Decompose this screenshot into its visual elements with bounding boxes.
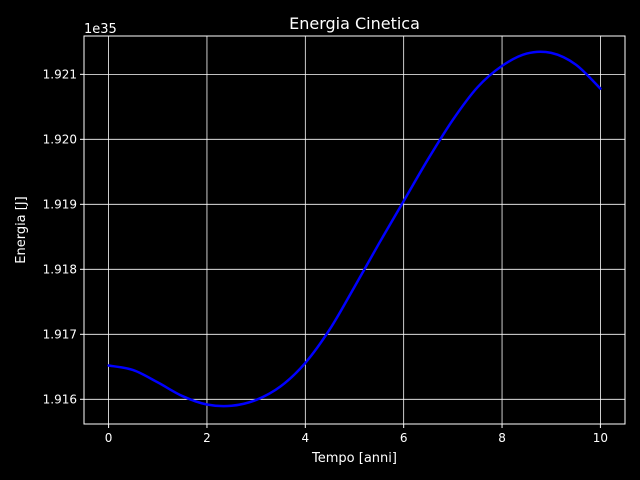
x-tick-label: 0 xyxy=(105,431,113,445)
y-tick-label: 1.919 xyxy=(43,197,77,211)
energy-series-line xyxy=(107,50,602,408)
series-layer xyxy=(107,50,602,408)
y-tick-label: 1.916 xyxy=(43,392,77,406)
y-tick-label: 1.921 xyxy=(43,67,77,81)
y-tick-label: 1.920 xyxy=(43,132,77,146)
x-tick-label: 6 xyxy=(400,431,408,445)
x-axis-ticks: 0 2 4 6 8 10 xyxy=(105,424,608,445)
chart-title: Energia Cinetica xyxy=(289,14,420,33)
x-tick-label: 2 xyxy=(203,431,211,445)
x-tick-label: 8 xyxy=(498,431,506,445)
y-tick-label: 1.917 xyxy=(43,327,77,341)
x-tick-label: 4 xyxy=(301,431,309,445)
grid-lines xyxy=(84,36,625,424)
y-offset-label: 1e35 xyxy=(84,22,117,37)
y-axis-ticks: 1.916 1.917 1.918 1.919 1.920 1.921 xyxy=(43,67,84,406)
x-axis-label: Tempo [anni] xyxy=(311,451,397,466)
y-tick-label: 1.918 xyxy=(43,262,77,276)
plot-frame xyxy=(83,35,626,425)
x-tick-label: 10 xyxy=(593,431,608,445)
y-axis-label: Energia [J] xyxy=(14,196,29,264)
